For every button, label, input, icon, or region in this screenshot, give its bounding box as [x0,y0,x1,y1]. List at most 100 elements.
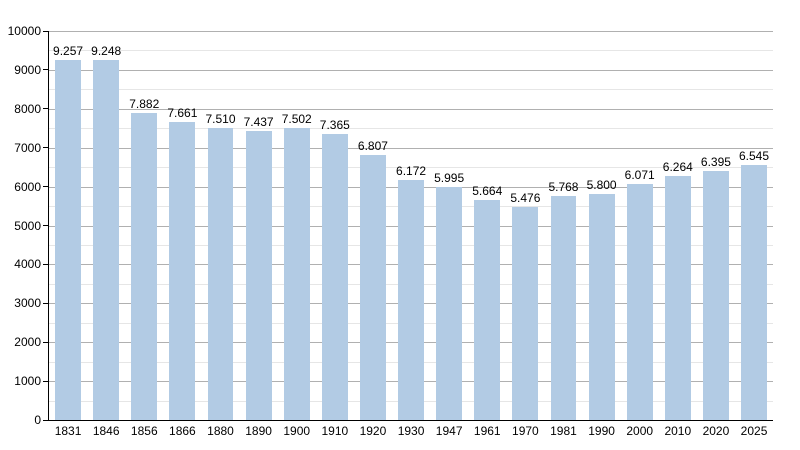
bar [436,186,463,420]
bar [169,122,196,420]
bar-slot: 5.800 [583,31,621,420]
bar [702,171,729,420]
bar-slot: 7.365 [316,31,354,420]
y-tick-mark [43,147,48,149]
x-tick-label: 1900 [283,424,311,438]
y-tick-label: 2000 [14,335,41,350]
y-tick-label: 3000 [14,296,41,311]
y-tick-label: 7000 [14,140,41,155]
y-tick-label: 8000 [14,101,41,116]
y-tick-label: 1000 [14,374,41,389]
bar-value-label: 6.071 [624,167,655,182]
x-tick-label: 2010 [664,424,692,438]
bar-slot: 7.502 [278,31,316,420]
x-axis-labels: 1831 1846 1856 1866 1880 1890 1900 1910 1920 1930… [49,425,773,437]
minor-gridline [49,128,773,130]
bar [512,206,539,420]
x-tick-label: 1910 [321,424,349,438]
bar-value-label: 7.502 [281,112,312,127]
bar-value-label: 7.510 [205,111,236,126]
bar [359,155,386,420]
bar-value-label: 5.995 [434,170,465,185]
bar [588,194,615,420]
bar-value-label: 6.545 [739,149,770,164]
x-tick-label: 1981 [550,424,577,438]
bar [741,165,767,420]
bar [283,128,310,420]
major-gridline [49,147,773,149]
x-tick-label: 1831 [54,424,82,438]
bar-slot: 7.437 [240,31,278,420]
bar [626,183,653,420]
bar-slot: 9.248 [87,31,125,420]
bar-slot: 5.664 [468,31,506,420]
bar-value-label: 9.248 [91,44,122,59]
major-gridline [49,69,773,71]
bar [207,127,234,420]
y-tick-mark [43,419,48,421]
plot-area: 0 1000 2000 3000 4000 5000 6000 7000 8000 9000 100… [8,25,773,437]
x-tick-label: 2025 [740,424,768,438]
bar-value-label: 6.172 [396,163,427,178]
bar-slot: 5.476 [506,31,544,420]
y-tick-label: 5000 [14,218,41,233]
bar [93,60,120,420]
x-tick-label: 1970 [512,424,539,438]
bar-slot: 7.510 [201,31,239,420]
bar-slot: 7.661 [163,31,201,420]
y-tick-mark [43,341,48,343]
bar-value-label: 5.664 [472,183,503,198]
x-tick-label: 1961 [473,424,501,438]
bar-slots: 9.257 9.248 7.882 7.661 7.510 7.437 7.502 7.365… [49,31,773,420]
y-tick-label: 9000 [14,62,41,77]
bar-value-label: 6.395 [700,155,731,170]
bar [321,133,348,420]
major-gridline [49,31,773,32]
bar-slot: 6.395 [697,31,735,420]
y-tick-mark [43,69,48,71]
bar-value-label: 9.257 [53,43,84,58]
minor-gridline [49,89,773,91]
bar-slot: 9.257 [49,31,87,420]
bar-value-label: 5.476 [510,190,541,205]
y-tick-label: 10000 [7,24,41,38]
bar-value-label: 7.437 [243,114,274,129]
bar-slot: 5.768 [544,31,582,420]
y-tick-label: 6000 [14,179,41,194]
y-tick-mark [43,380,48,382]
bar-slot: 6.264 [659,31,697,420]
bar [474,199,501,420]
x-tick-label: 1846 [92,424,120,438]
y-tick-mark [43,30,48,32]
bar-slot: 6.071 [621,31,659,420]
bar-slot: 6.807 [354,31,392,420]
y-tick-mark [43,108,48,110]
bar-value-label: 6.807 [357,139,388,154]
x-tick-label: 2020 [702,424,730,438]
y-tick-mark [43,186,48,188]
bar-slot: 6.172 [392,31,430,420]
minor-gridline [49,50,773,52]
bar-value-label: 5.768 [548,179,579,194]
x-tick-label: 1866 [169,424,196,438]
bar-value-label: 7.882 [129,97,160,112]
major-gridline [49,108,773,110]
bar-slot: 7.882 [125,31,163,420]
minor-gridline [49,167,773,169]
y-tick-mark [43,225,48,226]
bar [398,179,424,420]
bar [664,176,691,420]
y-tick-label: 0 [34,413,41,427]
x-tick-label: 1990 [588,424,615,438]
x-tick-label: 1920 [359,424,387,438]
bar [131,113,158,420]
bar [550,195,577,420]
x-tick-label: 2000 [626,424,654,438]
bar-slot: 6.545 [735,31,773,420]
y-tick-mark [43,302,48,304]
y-tick-label: 4000 [14,257,41,272]
x-tick-label: 1856 [130,424,158,438]
bar-value-label: 7.661 [167,106,198,120]
x-tick-label: 1947 [435,424,463,438]
